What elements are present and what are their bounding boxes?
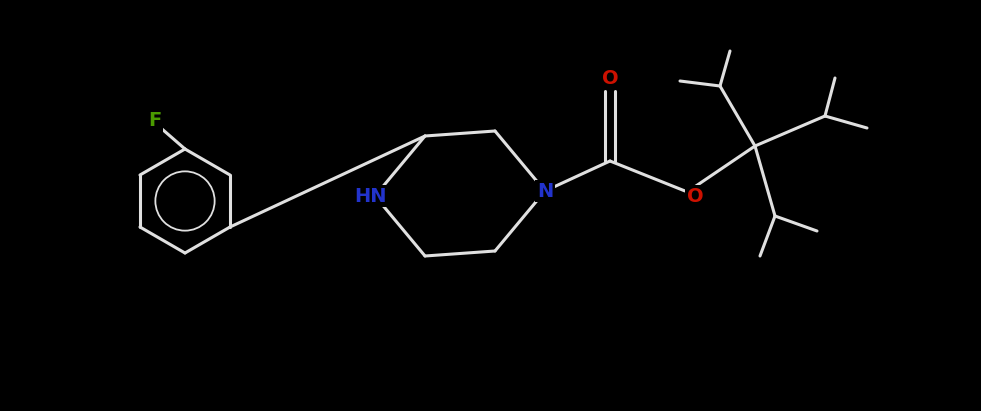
Text: F: F (148, 111, 162, 131)
Text: O: O (601, 69, 618, 88)
Text: O: O (687, 187, 703, 206)
Text: HN: HN (354, 187, 387, 206)
Text: N: N (537, 182, 553, 201)
